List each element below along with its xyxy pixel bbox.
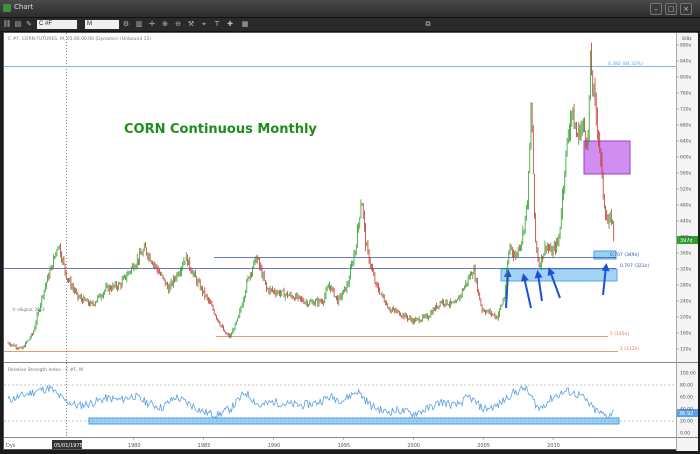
- price-panel-header: C #F, CORN FUTURES, M, 05.00.00.00 (Dyna…: [8, 36, 151, 42]
- chart-frame: C #F, CORN FUTURES, M, 05.00.00.00 (Dyna…: [3, 32, 698, 451]
- window-link-icon[interactable]: ⧉: [425, 20, 431, 28]
- time-axis-tick-label: 1990: [268, 443, 281, 449]
- price-axis-tick-label: 320¢: [680, 267, 692, 273]
- price-axis-tick-label: 680¢: [680, 123, 692, 129]
- price-axis-tick-label: 440¢: [680, 219, 692, 225]
- time-axis-corner-label: Dys: [6, 443, 16, 449]
- support-arrow-5: [601, 263, 610, 296]
- symbol-input[interactable]: [37, 20, 77, 29]
- price-axis-tick-label: 640¢: [680, 139, 692, 145]
- rsi-axis-tick-label: 60.00: [680, 395, 693, 401]
- rsi-panel-header: Relative Strength Index - C #F, M: [8, 367, 83, 373]
- interval-input[interactable]: [85, 20, 119, 29]
- fib-label-0382: 0.382 (84.32%): [608, 61, 643, 67]
- price-axis-tick-label: 840¢: [680, 59, 692, 65]
- time-axis-tick-label: 2005: [477, 443, 490, 449]
- rsi-axis-tick-label: 20.00: [680, 419, 693, 425]
- cursor-icon[interactable]: ⌖: [202, 20, 206, 28]
- rsi-axis-tick-label: 0.00: [680, 431, 690, 437]
- draw-icon[interactable]: ✎: [26, 20, 32, 28]
- zoom-in-icon[interactable]: ⊕: [162, 20, 168, 28]
- fib-label-0707-a: 0.707 (349¢): [610, 252, 640, 258]
- price-axis-tick-label: 720¢: [680, 107, 692, 113]
- copyright-label: © eSignal, 2014: [12, 307, 45, 312]
- chart-type-icon[interactable]: ▤: [14, 20, 22, 28]
- zoom-out-icon[interactable]: ⊖: [175, 20, 181, 28]
- price-axis-tick-label: 200¢: [680, 315, 692, 321]
- price-panel-background: [4, 33, 676, 361]
- price-axis-tick-label: 400¢: [680, 235, 692, 241]
- price-axis-tick-label: 760¢: [680, 91, 692, 97]
- time-axis-tick-label: 1980: [128, 443, 141, 449]
- window-titlebar: Chart – □ ×: [0, 0, 700, 18]
- fib-label-1-b: 1 (112¢): [620, 346, 640, 352]
- chart-toolbar: ⛓ ▤ ✎ ⚙ ▥ ✛ ⊕ ⊖ ⚒ ⌖ T ✚ ▦ ⧉: [0, 18, 700, 32]
- rsi-axis-tick-label: 40.00: [680, 407, 693, 413]
- support-arrow-3: [534, 270, 543, 302]
- rsi-last-tag: [677, 409, 698, 417]
- rsi-axis-tick-label: 100.00: [680, 371, 696, 377]
- price-axis-tick-label: 120¢: [680, 347, 692, 353]
- last-price-label: 397¢: [680, 238, 693, 244]
- cursor-date-tag: [52, 440, 82, 449]
- rsi-axis-tick-label: 80.00: [680, 383, 693, 389]
- target-zone-box: [583, 140, 631, 175]
- chart-style-icon[interactable]: ▥: [135, 20, 143, 28]
- rsi-panel-background: [4, 364, 676, 436]
- annotation-icon[interactable]: ✚: [227, 20, 233, 28]
- time-axis-tick-label: 1985: [198, 443, 211, 449]
- time-axis-tick-label: 2010: [547, 443, 560, 449]
- maximize-button[interactable]: □: [665, 3, 677, 15]
- price-axis-tick-label: 880¢: [680, 43, 692, 49]
- price-axis-tick-label: 600¢: [680, 155, 692, 161]
- app-icon: [3, 4, 11, 12]
- window-title: Chart: [14, 3, 34, 11]
- fib-label-0707-b: 0.707 (323¢): [620, 263, 650, 269]
- layout-icon[interactable]: ▦: [241, 20, 249, 28]
- price-axis-tick-label: 360¢: [680, 251, 692, 257]
- last-price-tag: [677, 236, 698, 244]
- rsi-last-label: 36.92: [679, 411, 693, 417]
- link-icon[interactable]: ⛓: [2, 20, 12, 28]
- close-button[interactable]: ×: [680, 3, 692, 15]
- fib-label-1-a: 1 (145¢): [610, 331, 630, 337]
- price-axis-tick-label: 240¢: [680, 299, 692, 305]
- crosshair-icon[interactable]: ✛: [149, 20, 155, 28]
- text-tool-icon[interactable]: T: [214, 20, 220, 28]
- price-axis-tick-label: 280¢: [680, 283, 692, 289]
- support-arrow-1: [503, 269, 512, 309]
- time-axis-tick-label: 1995: [337, 443, 350, 449]
- price-axis-tick-label: 560¢: [680, 171, 692, 177]
- support-zone-small-box: [593, 250, 617, 260]
- price-axis-tick-label: 520¢: [680, 187, 692, 193]
- settings-icon[interactable]: ⚙: [122, 20, 130, 28]
- support-zone-box: [500, 268, 618, 282]
- tools-icon[interactable]: ⚒: [187, 20, 195, 28]
- minimize-button[interactable]: –: [650, 3, 662, 15]
- price-axis-tick-label: 160¢: [680, 331, 692, 337]
- rsi-line: [7, 384, 615, 420]
- chart-canvas[interactable]: C #F, CORN FUTURES, M, 05.00.00.00 (Dyna…: [4, 33, 698, 451]
- support-arrow-2: [520, 273, 532, 309]
- chart-watermark-title: CORN Continuous Monthly: [124, 122, 317, 137]
- price-axis-tick-label: 800¢: [680, 75, 692, 81]
- support-arrow-4: [547, 267, 561, 299]
- y-axis-top-label: 8/8¢: [682, 36, 692, 42]
- cursor-date-label: 05/01/1975: [54, 443, 83, 449]
- price-axis-tick-label: 480¢: [680, 203, 692, 209]
- time-axis-tick-label: 2000: [407, 443, 420, 449]
